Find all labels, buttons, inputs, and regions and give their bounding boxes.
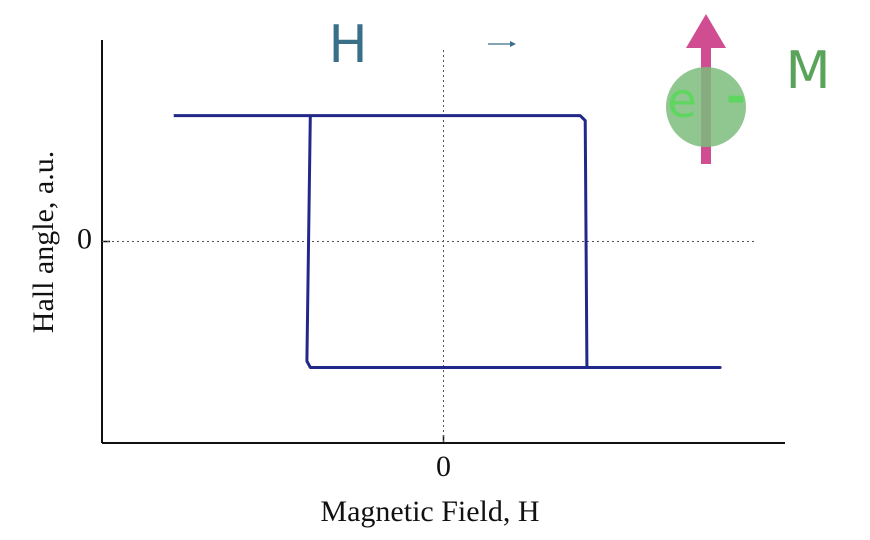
charge-sign: - bbox=[726, 69, 746, 125]
y-tick-label: 0 bbox=[77, 222, 92, 255]
y-axis-label: Hall angle, a.u. bbox=[27, 151, 60, 333]
electron-label: e bbox=[667, 73, 697, 129]
spin-arrow-head bbox=[686, 14, 726, 48]
x-axis-label: Magnetic Field, H bbox=[320, 495, 539, 528]
x-tick-label: 0 bbox=[436, 450, 451, 483]
field-arrow-head bbox=[510, 41, 516, 47]
field-label: H bbox=[328, 15, 367, 75]
hysteresis-loop bbox=[173, 114, 722, 369]
electron-illustration bbox=[488, 14, 746, 164]
moment-label: M bbox=[786, 41, 831, 101]
electron-ball bbox=[666, 67, 746, 147]
